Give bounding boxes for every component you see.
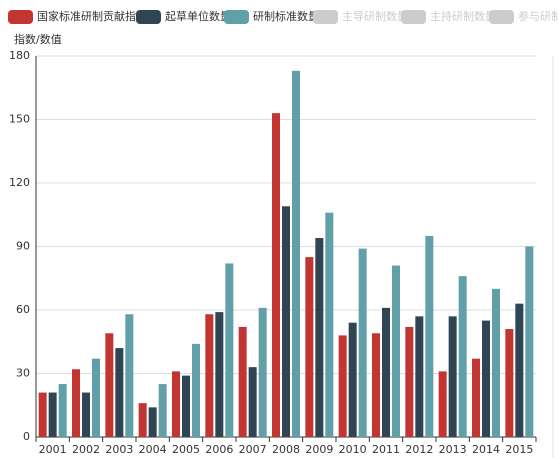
bar [305,257,314,437]
bar [438,371,447,437]
y-tick-label: 180 [9,49,30,62]
y-tick-label: 0 [23,430,30,443]
legend-label[interactable]: 主持研制数量 [430,9,496,23]
x-tick-label: 2001 [39,443,67,456]
bar [182,375,190,437]
x-tick-label: 2003 [105,443,133,456]
legend-label[interactable]: 起草单位数量 [165,9,231,23]
x-tick-label: 2010 [339,443,367,456]
x-tick-label: 2013 [439,443,467,456]
legend-label[interactable]: 国家标准研制贡献指数 [37,9,147,23]
bar [158,384,167,437]
legend-icon[interactable] [224,10,249,24]
bar [492,288,500,437]
bar [358,248,367,437]
x-tick-label: 2005 [172,443,200,456]
y-tick-label: 150 [9,113,30,126]
bar [105,333,114,437]
bar [325,212,334,437]
bar [92,358,100,437]
bar [248,367,257,437]
bar [392,265,400,437]
bar [82,392,90,437]
bar [372,333,380,437]
y-tick-label: 30 [16,367,30,380]
bar [472,358,480,437]
x-tick-label: 2004 [139,443,167,456]
bar [315,238,324,437]
bar [225,263,234,437]
x-tick-label: 2006 [205,443,233,456]
bar [292,70,300,438]
bar [348,322,357,437]
bar [338,335,347,437]
bar [282,206,290,437]
x-tick-label: 2009 [305,443,333,456]
legend-label[interactable]: 研制标准数量 [253,9,319,23]
x-tick-label: 2015 [505,443,533,456]
bar [258,307,267,437]
bar [425,235,434,437]
bar [458,276,467,437]
y-tick-label: 90 [16,240,30,253]
bar [405,326,414,437]
legend-icon[interactable] [313,10,338,24]
bar [125,314,134,437]
x-tick-label: 2011 [372,443,400,456]
y-tick-label: 120 [9,176,30,189]
y-axis-label: 指数/数值 [14,32,62,46]
bar [58,384,67,437]
bar [515,303,524,437]
bar [382,307,390,437]
x-tick-label: 2002 [72,443,100,456]
x-tick-label: 2007 [239,443,267,456]
bar [172,371,180,437]
x-tick-label: 2008 [272,443,300,456]
bar [448,316,457,437]
bar [148,407,157,437]
bar [38,392,47,437]
legend-label[interactable]: 参与研制数量 [518,9,558,23]
bar [238,326,247,437]
bar [415,316,424,437]
bar [205,314,214,437]
legend-icon[interactable] [8,10,33,24]
bar [138,403,147,437]
bar [525,246,534,437]
bar [482,320,490,437]
bar [72,369,80,437]
bar [192,343,200,437]
y-tick-label: 60 [16,303,30,316]
x-tick-label: 2014 [472,443,500,456]
legend-icon[interactable] [136,10,161,24]
bar [48,392,57,437]
bar [215,312,224,437]
bar [272,113,280,438]
x-tick-label: 2012 [405,443,433,456]
legend-icon[interactable] [489,10,514,24]
bar [505,329,514,437]
legend-label[interactable]: 主导研制数量 [342,10,408,23]
bar [115,348,124,437]
legend-icon[interactable] [401,10,426,24]
